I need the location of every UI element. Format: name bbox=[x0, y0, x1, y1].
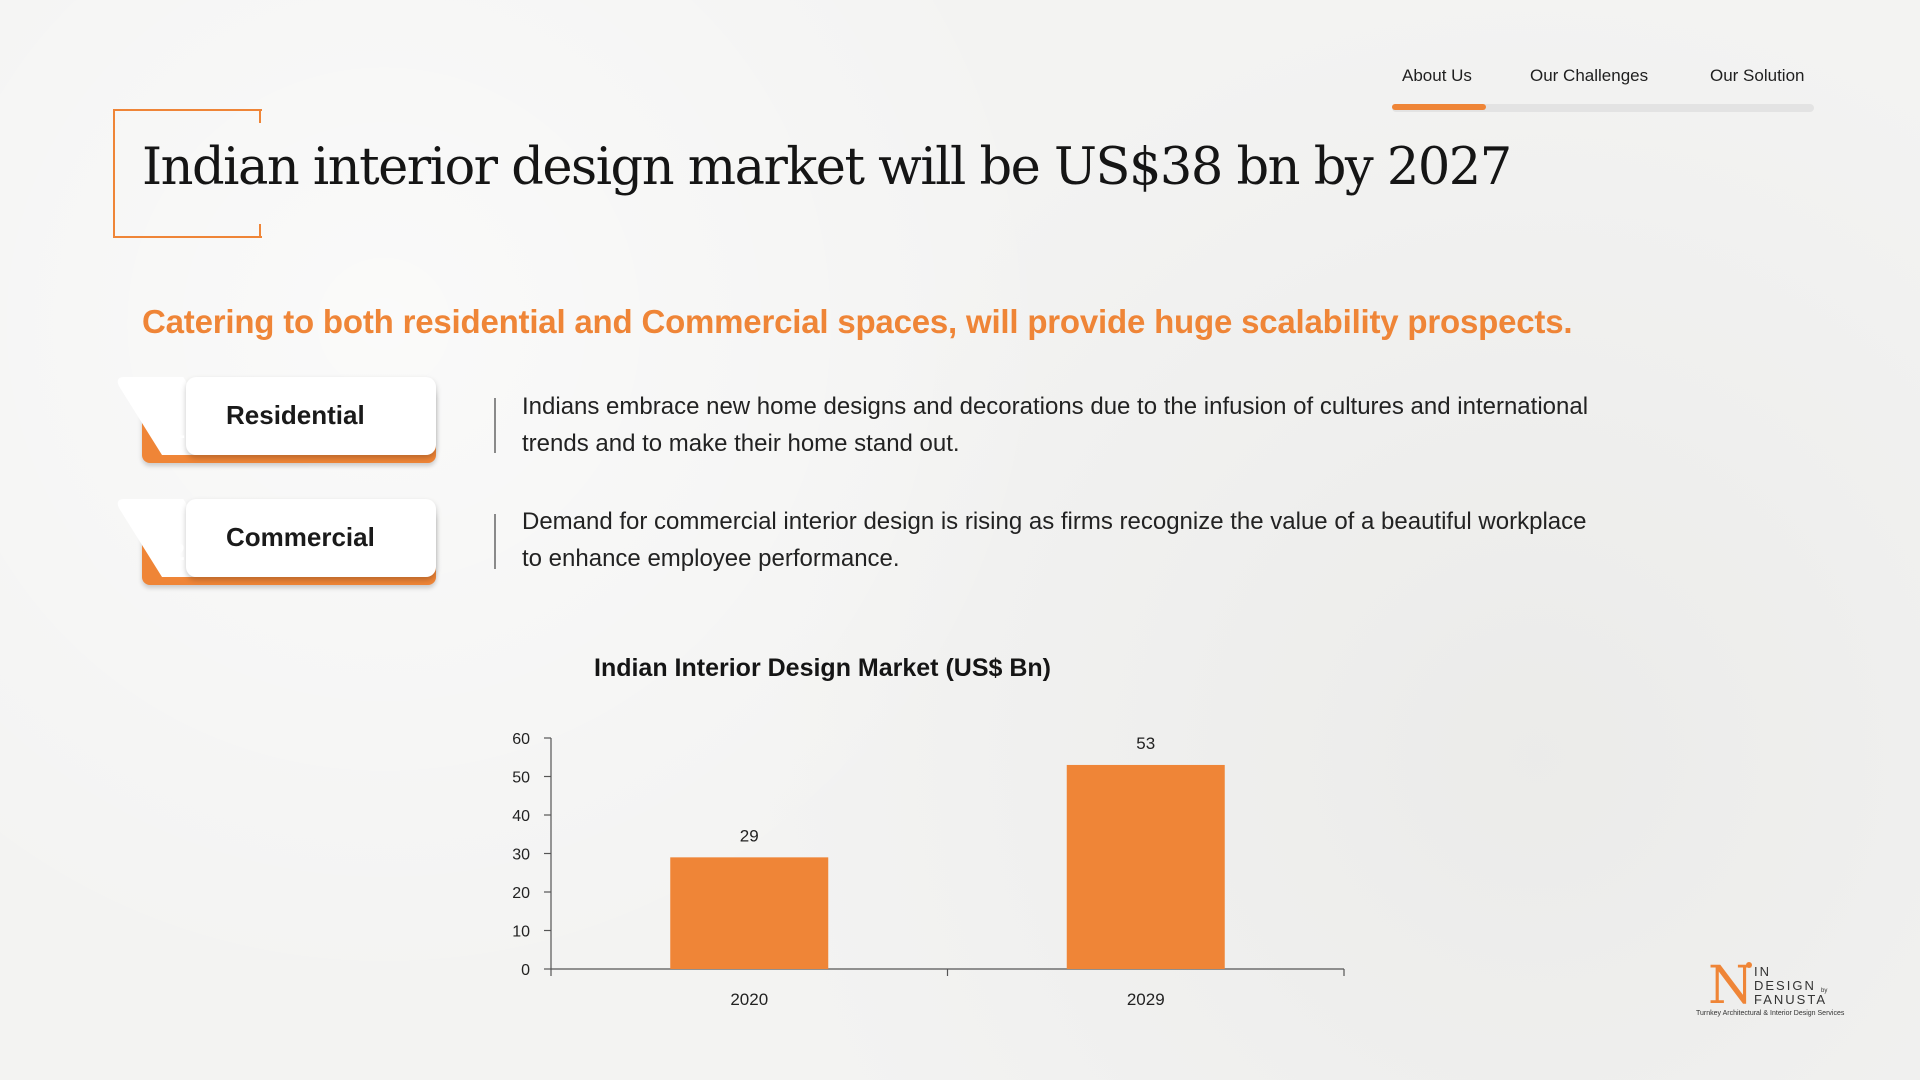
tag-white-card bbox=[186, 499, 436, 577]
title-bracket bbox=[113, 109, 262, 238]
chart-title: Indian Interior Design Market (US$ Bn) bbox=[594, 654, 1052, 682]
segment-divider bbox=[494, 398, 496, 453]
segment-tag-commercial: 02 Commercial bbox=[113, 499, 436, 585]
segment-tag-residential: 01 Residential bbox=[113, 377, 436, 463]
nav-active-indicator bbox=[1392, 104, 1486, 110]
logo-tagline: Turnkey Architectural & Interior Design … bbox=[1696, 1010, 1845, 1017]
y-tick-label: 10 bbox=[512, 924, 530, 941]
logo-text-in: IN bbox=[1754, 964, 1771, 979]
brand-logo: N IN DESIGN by FANUSTA Turnkey Architect… bbox=[1696, 958, 1846, 1022]
nav-our-challenges[interactable]: Our Challenges bbox=[1530, 66, 1649, 85]
segment-description: Demand for commercial interior design is… bbox=[522, 508, 1587, 572]
y-tick-label: 50 bbox=[512, 770, 530, 787]
logo-text-fanusta: FANUSTA bbox=[1754, 992, 1827, 1007]
nav-our-solution[interactable]: Our Solution bbox=[1710, 66, 1805, 85]
y-tick-label: 30 bbox=[512, 847, 530, 864]
nav-progress-track bbox=[1392, 104, 1814, 112]
segment-label: Commercial bbox=[226, 522, 375, 552]
bar-2029 bbox=[1066, 764, 1225, 969]
y-tick-label: 60 bbox=[512, 731, 530, 748]
title-bracket-tick-bottom bbox=[259, 224, 261, 238]
bar-2020 bbox=[670, 857, 829, 969]
logo-text-design: DESIGN bbox=[1754, 978, 1816, 993]
page-subtitle: Catering to both residential and Commerc… bbox=[142, 303, 1573, 340]
y-tick-label: 20 bbox=[512, 885, 530, 902]
segment-divider bbox=[494, 514, 496, 569]
data-label: 53 bbox=[1136, 734, 1155, 753]
top-navigation: About Us Our Challenges Our Solution bbox=[1392, 66, 1814, 112]
data-label: 29 bbox=[740, 826, 759, 845]
tag-white-card bbox=[186, 377, 436, 455]
segment-label: Residential bbox=[226, 400, 365, 430]
nav-about-us[interactable]: About Us bbox=[1402, 66, 1472, 85]
x-tick-label: 2029 bbox=[1127, 990, 1165, 1009]
y-tick-label: 0 bbox=[521, 962, 530, 979]
segment-number: 02 bbox=[158, 539, 185, 566]
segment-description: Indians embrace new home designs and dec… bbox=[522, 393, 1589, 457]
logo-dot bbox=[1746, 962, 1752, 968]
logo-n-mark: N bbox=[1708, 956, 1754, 1016]
segment-number: 01 bbox=[158, 417, 185, 444]
page-title: Indian interior design market will be US… bbox=[142, 138, 1512, 197]
x-tick-label: 2020 bbox=[730, 990, 768, 1009]
title-bracket-tick-top bbox=[259, 109, 261, 123]
y-tick-label: 40 bbox=[512, 808, 530, 825]
logo-text-by: by bbox=[1821, 988, 1828, 994]
